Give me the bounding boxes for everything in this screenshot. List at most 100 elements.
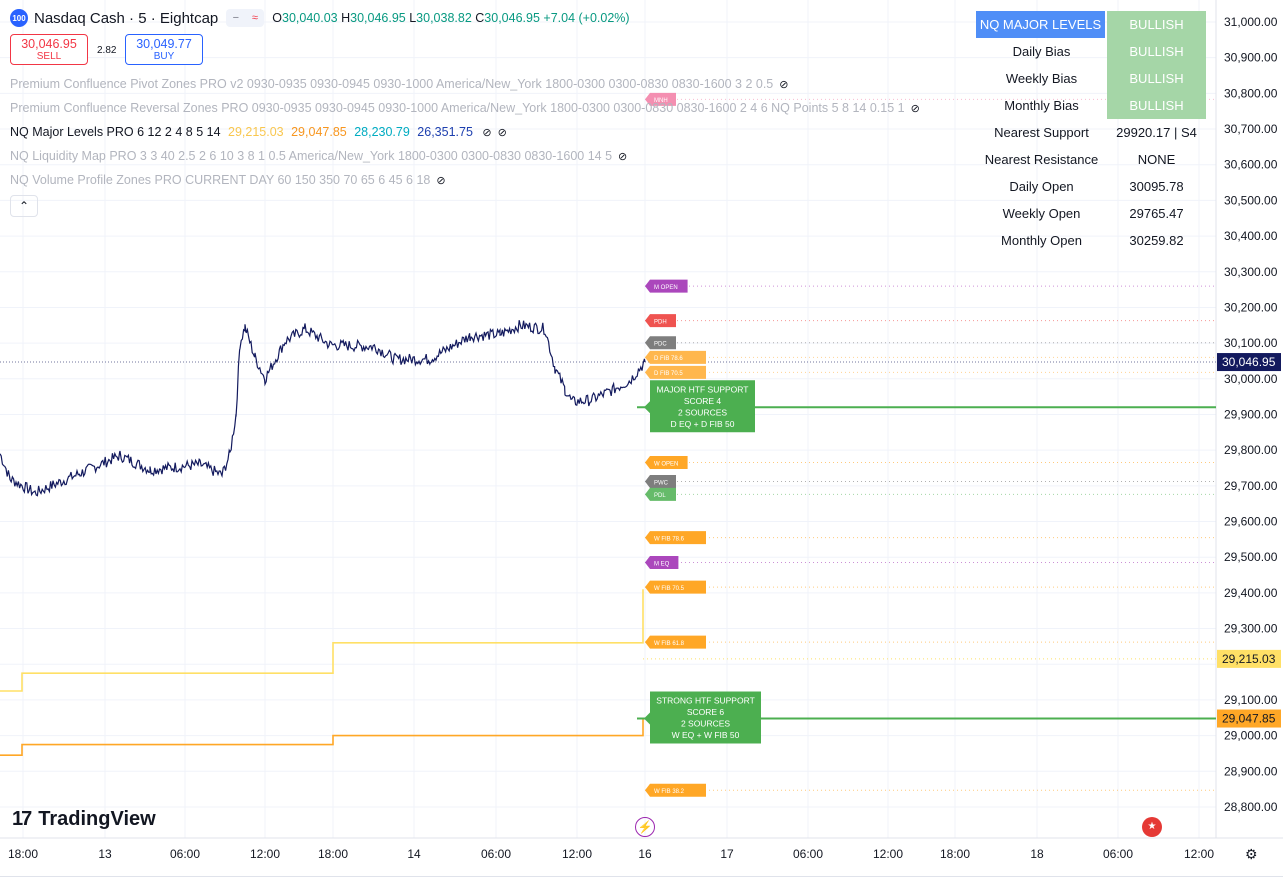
price-tick: 29,000.00: [1224, 729, 1278, 743]
tradingview-logo[interactable]: 17 TradingView: [12, 808, 156, 830]
symbol-title[interactable]: Nasdaq Cash · 5 · Eightcap: [34, 9, 219, 27]
panel-row-value: BULLISH: [1107, 65, 1206, 92]
level-tag: [645, 531, 706, 545]
level-tag: [645, 92, 676, 106]
support-zone-text: D EQ + D FIB 50: [670, 419, 734, 429]
bottom-divider: [0, 876, 1283, 877]
support-zone-text: W EQ + W FIB 50: [672, 730, 740, 740]
sell-button[interactable]: 30,046.95 SELL: [10, 34, 88, 65]
chart-type-pill[interactable]: − ≈: [226, 9, 265, 27]
time-tick: 16: [638, 847, 652, 861]
level-tag: [645, 350, 706, 364]
price-tick: 29,800.00: [1224, 443, 1278, 457]
level-tag: [645, 314, 676, 328]
support-zone-box: [644, 691, 761, 744]
panel-header-value: BULLISH: [1107, 11, 1206, 38]
indicator-major-levels[interactable]: NQ Major Levels PRO 6 12 2 4 8 5 14 29,2…: [10, 125, 507, 139]
level-tag: [645, 487, 676, 501]
dash-icon: −: [232, 12, 240, 24]
price-tick: 30,800.00: [1224, 86, 1278, 100]
support-zone-text: 2 SOURCES: [678, 407, 727, 417]
settings-icon[interactable]: ⚙: [1245, 846, 1258, 862]
level-tag: [645, 455, 688, 469]
time-tick: 14: [407, 847, 421, 861]
support-zone-text: MAJOR HTF SUPPORT: [657, 384, 749, 394]
eye-off-icon[interactable]: ⊘: [618, 151, 628, 163]
level-tag: [645, 279, 688, 293]
time-tick: 12:00: [561, 847, 593, 861]
level-tag-label: PDC: [654, 342, 667, 348]
time-tick: 06:00: [169, 847, 201, 861]
support-zone-text: STRONG HTF SUPPORT: [656, 696, 755, 706]
panel-row-value: BULLISH: [1107, 92, 1206, 119]
price-tick: 30,700.00: [1224, 122, 1278, 136]
indicator-pivot-zones[interactable]: Premium Confluence Pivot Zones PRO v2 09…: [10, 77, 789, 91]
panel-row-value: NONE: [1137, 152, 1176, 167]
level-tag-label: W FIB 78.6: [654, 536, 685, 542]
price-tick: 30,600.00: [1224, 158, 1278, 172]
price-tick: 30,100.00: [1224, 336, 1278, 350]
panel-row-label: Weekly Bias: [1005, 71, 1078, 86]
chevron-up-icon[interactable]: ⌃: [10, 195, 38, 217]
time-tick: 12:00: [1183, 847, 1215, 861]
hide-icon[interactable]: ⊘: [497, 127, 507, 139]
time-tick: 18: [1030, 847, 1044, 861]
price-tick: 30,500.00: [1224, 193, 1278, 207]
wave-icon: ≈: [251, 12, 258, 24]
time-tick: 06:00: [1102, 847, 1134, 861]
level-tag-label: MNH: [654, 98, 668, 104]
lightning-icon[interactable]: ⚡: [635, 817, 655, 837]
hide-icon[interactable]: ⊘: [482, 127, 492, 139]
level-tag-label: PDH: [654, 319, 667, 325]
indicator-reversal-zones[interactable]: Premium Confluence Reversal Zones PRO 09…: [10, 101, 920, 115]
level-tag-label: W FIB 61.8: [654, 641, 685, 647]
eye-off-icon[interactable]: ⊘: [779, 79, 789, 91]
price-tick: 29,100.00: [1224, 693, 1278, 707]
panel-row-label: Monthly Open: [1001, 233, 1082, 248]
panel-row-label: Nearest Support: [994, 125, 1089, 140]
level-tag-label: D FIB 70.5: [654, 371, 683, 377]
eye-off-icon[interactable]: ⊘: [910, 103, 920, 115]
orange-price-label: [1217, 709, 1281, 728]
level-tag: [645, 783, 706, 797]
indicator-volume-profile[interactable]: NQ Volume Profile Zones PRO CURRENT DAY …: [10, 173, 446, 187]
current-price-label-text: 30,046.95: [1222, 355, 1276, 369]
level-tag: [645, 475, 676, 489]
us-flag-icon[interactable]: ★: [1142, 817, 1162, 837]
level-tag-label: PWC: [654, 480, 669, 486]
price-tick: 29,500.00: [1224, 550, 1278, 564]
ohlc-readout: O30,040.03 H30,046.95 L30,038.82 C30,046…: [272, 11, 630, 25]
support-zone-box: [644, 380, 755, 433]
price-tick: 28,900.00: [1224, 764, 1278, 778]
price-tick: 31,000.00: [1224, 15, 1278, 29]
level-tag: [645, 336, 676, 350]
spread-value: 2.82: [97, 45, 117, 56]
indicator-liquidity-map[interactable]: NQ Liquidity Map PRO 3 3 40 2.5 2 6 10 3…: [10, 149, 628, 163]
price-tick: 30,900.00: [1224, 51, 1278, 65]
level-tag: [645, 580, 706, 594]
level-tag: [645, 635, 706, 649]
major-level-yellow-line: [0, 589, 644, 692]
current-price-label: [1217, 353, 1281, 372]
time-tick: 12:00: [249, 847, 281, 861]
buy-button[interactable]: 30,049.77 BUY: [125, 34, 203, 65]
eye-off-icon[interactable]: ⊘: [436, 175, 446, 187]
panel-row-value: 29765.47: [1129, 206, 1184, 221]
level-tag-label: W FIB 70.5: [654, 586, 685, 592]
yellow-price-label: [1217, 649, 1281, 668]
price-tick: 28,800.00: [1224, 800, 1278, 814]
orange-price-label-text: 29,047.85: [1222, 712, 1276, 726]
panel-row-label: Monthly Bias: [1004, 98, 1079, 113]
panel-row-label: Daily Open: [1009, 179, 1074, 194]
price-tick: 30,300.00: [1224, 265, 1278, 279]
panel-row-label: Nearest Resistance: [984, 152, 1099, 167]
panel-header-label: NQ MAJOR LEVELS: [976, 11, 1105, 38]
level-tag-label: W OPEN: [654, 461, 678, 467]
level-tag-label: W FIB 38.2: [654, 789, 685, 795]
price-tick: 29,700.00: [1224, 479, 1278, 493]
panel-row-value: BULLISH: [1107, 38, 1206, 65]
price-tick: 29,600.00: [1224, 515, 1278, 529]
support-zone-text: SCORE 4: [684, 396, 722, 406]
panel-row-value: 29920.17 | S4: [1116, 125, 1197, 140]
